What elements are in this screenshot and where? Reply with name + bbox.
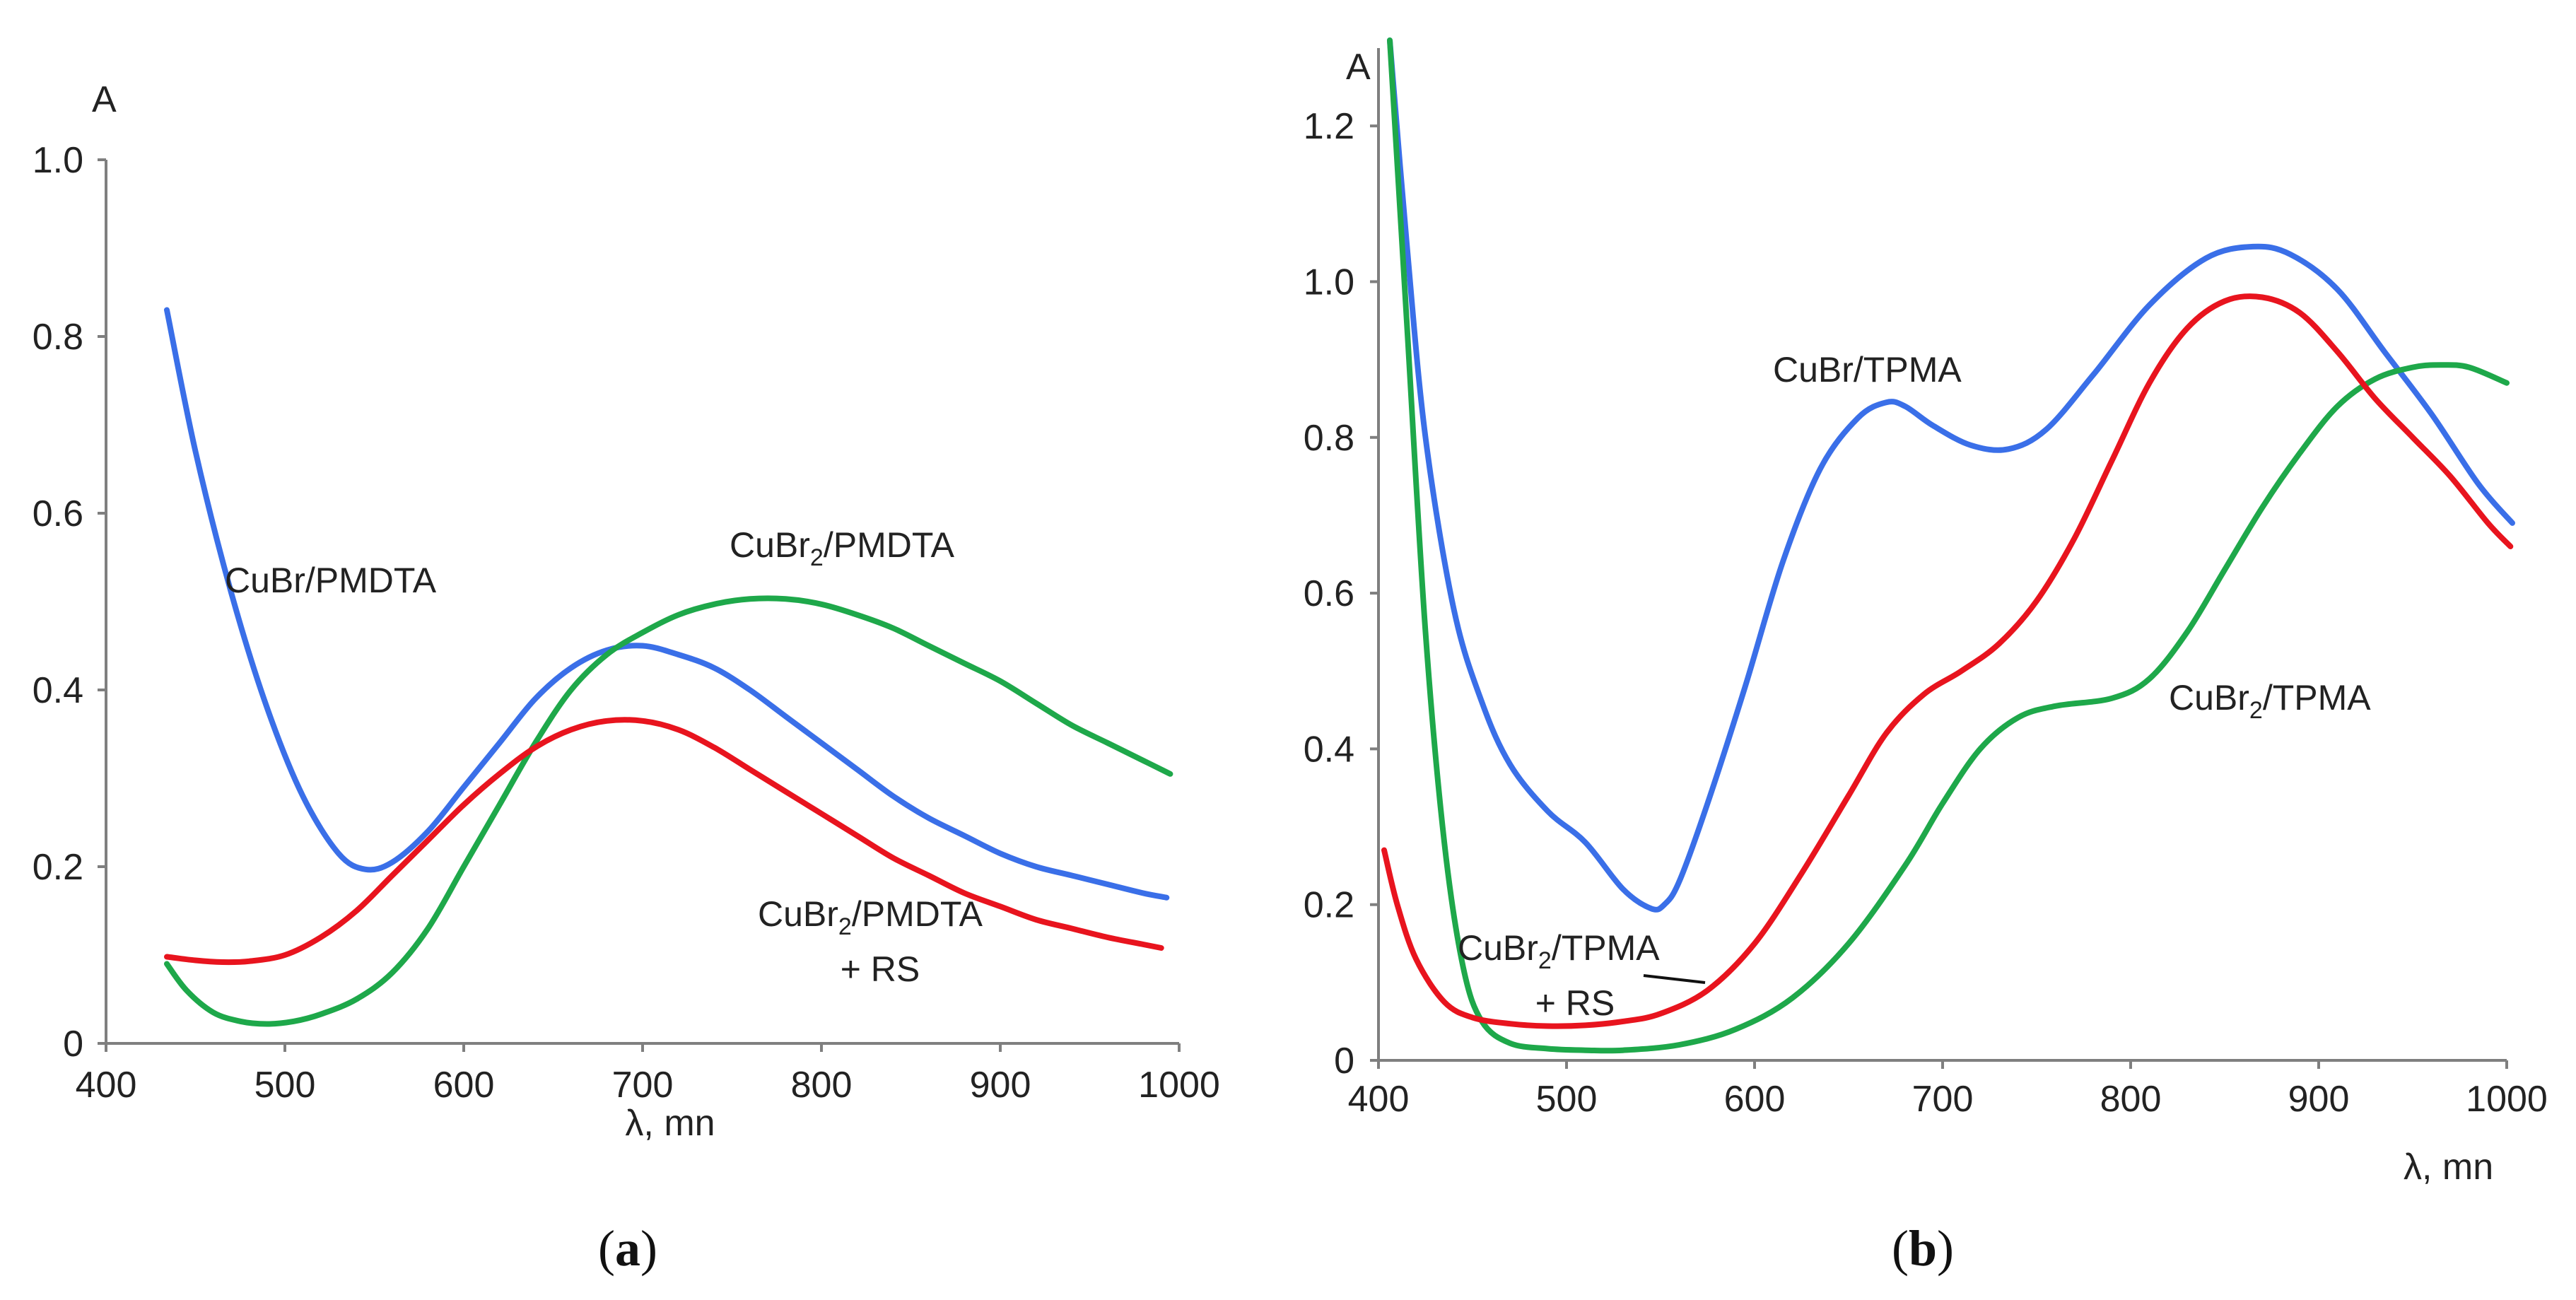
y-tick-label: 0.4 xyxy=(1304,729,1354,770)
x-tick-label: 500 xyxy=(254,1065,316,1106)
y-tick-label: 0 xyxy=(1334,1041,1354,1082)
series-line-cubr2-pmdta-rs xyxy=(164,717,1164,966)
y-tick-label: 0 xyxy=(63,1024,83,1065)
y-ticks-b: 0 0.2 0.4 0.6 0.8 1.0 1.2 xyxy=(1304,106,1378,1082)
y-axis-label-b: A xyxy=(1346,47,1371,88)
y-tick-label: 0.6 xyxy=(33,493,83,534)
x-axis-label-b: λ, mn xyxy=(2404,1147,2493,1188)
x-tick-label: 900 xyxy=(2288,1079,2350,1120)
series-group-b xyxy=(1381,37,2515,1054)
series-label-cubr2-tpma-rs: CuBr2/TPMA xyxy=(1458,928,1660,974)
x-ticks-b: 400 500 600 700 800 900 1000 xyxy=(1348,1060,2548,1120)
x-tick-label: 400 xyxy=(1348,1079,1410,1120)
series-line-cubr-tpma xyxy=(1387,37,2515,913)
x-tick-label: 500 xyxy=(1536,1079,1598,1120)
x-tick-label: 700 xyxy=(1912,1079,1974,1120)
series-label-cubr2-pmdta: CuBr2/PMDTA xyxy=(730,525,955,571)
x-tick-label: 1000 xyxy=(1138,1065,1220,1106)
y-tick-label: 0.8 xyxy=(33,317,83,358)
x-tick-label: 400 xyxy=(76,1065,137,1106)
y-tick-label: 0.8 xyxy=(1304,418,1354,459)
x-tick-label: 600 xyxy=(1724,1079,1786,1120)
y-tick-label: 1.0 xyxy=(33,140,83,181)
chart-a: A 0 0.2 0.4 0.6 0.8 1.0 400 500 600 700 800 900 100… xyxy=(33,79,1220,1277)
panel-label-a: (a) xyxy=(598,1220,657,1277)
y-tick-label: 1.0 xyxy=(1304,262,1354,303)
series-label-cubr2-tpma: CuBr2/TPMA xyxy=(2169,678,2371,724)
chart-b: A 0 0.2 0.4 0.6 0.8 1.0 1.2 400 500 600 700 800 900… xyxy=(1304,37,2548,1277)
series-group-a xyxy=(164,307,1173,1027)
x-tick-label: 1000 xyxy=(2466,1079,2548,1120)
y-tick-label: 0.4 xyxy=(33,670,83,711)
panel-label-b: (b) xyxy=(1892,1220,1954,1277)
series-label-cubr2-pmdta-rs: CuBr2/PMDTA xyxy=(758,894,983,940)
y-tick-label: 0.2 xyxy=(33,847,83,888)
x-axis-label-a: λ, mn xyxy=(625,1103,715,1144)
series-label-rs-a: + RS xyxy=(841,949,920,989)
y-tick-label: 0.6 xyxy=(1304,573,1354,614)
y-ticks-a: 0 0.2 0.4 0.6 0.8 1.0 xyxy=(33,140,106,1065)
y-axis-label-a: A xyxy=(92,79,117,120)
series-label-cubr-tpma: CuBr/TPMA xyxy=(1773,350,1962,390)
x-tick-label: 700 xyxy=(612,1065,674,1106)
x-ticks-a: 400 500 600 700 800 900 1000 xyxy=(76,1043,1220,1106)
x-tick-label: 800 xyxy=(791,1065,853,1106)
y-tick-label: 1.2 xyxy=(1304,106,1354,147)
x-tick-label: 900 xyxy=(970,1065,1031,1106)
y-tick-label: 0.2 xyxy=(1304,885,1354,926)
label-leader-line xyxy=(1643,974,1706,984)
series-label-rs-b: + RS xyxy=(1535,983,1615,1023)
series-line-cubr2-pmdta xyxy=(164,595,1173,1027)
series-label-cubr-pmdta: CuBr/PMDTA xyxy=(225,561,437,600)
series-line-cubr2-tpma-rs xyxy=(1381,293,2514,1029)
x-tick-label: 800 xyxy=(2100,1079,2162,1120)
series-line-cubr-pmdta xyxy=(164,307,1170,901)
series-line-cubr2-tpma xyxy=(1387,37,2510,1054)
x-tick-label: 600 xyxy=(433,1065,495,1106)
